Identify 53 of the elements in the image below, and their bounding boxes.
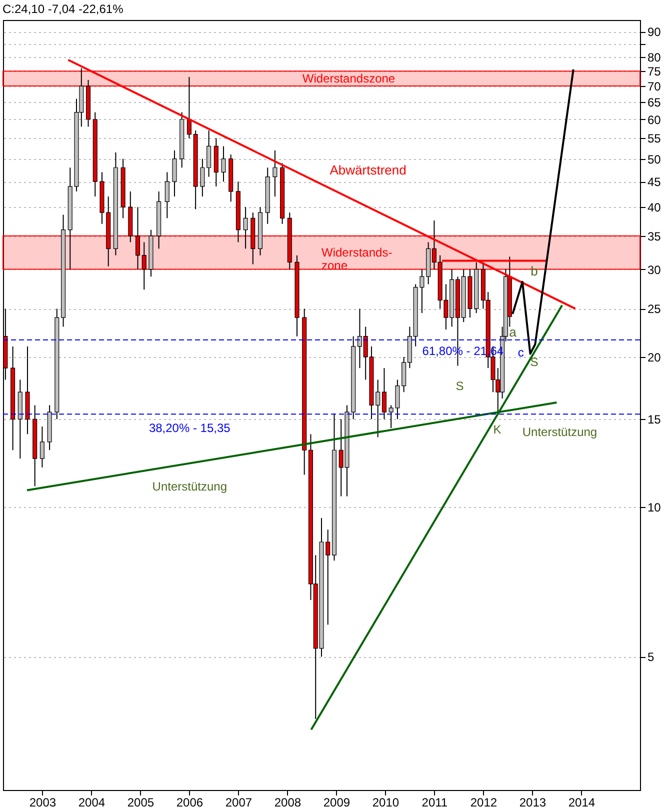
- y-tick-label: 75: [648, 64, 662, 79]
- annotation: S: [530, 354, 538, 369]
- x-tick-label: 2009: [323, 796, 350, 810]
- x-tick-label: 2005: [127, 796, 154, 810]
- candlestick: [382, 368, 386, 420]
- annotation: a: [509, 324, 518, 340]
- candlestick: [243, 206, 248, 250]
- candlestick: [221, 146, 226, 182]
- chart-title: C:24,10 -7,04 -22,61%: [2, 2, 124, 16]
- series-label: Abwärtstrend: [330, 162, 406, 178]
- x-tick-label: 2003: [29, 796, 56, 810]
- annotation: Unterstützung: [522, 424, 598, 439]
- y-tick-label: 15: [648, 412, 662, 427]
- y-tick-label: 10: [648, 500, 662, 514]
- y-tick-label: 35: [648, 229, 662, 244]
- annotation: c: [518, 346, 524, 360]
- candlestick: [40, 426, 44, 468]
- y-tick-label: 55: [648, 132, 662, 146]
- x-tick-label: 2006: [176, 796, 204, 810]
- y-tick-label: 60: [648, 112, 662, 127]
- y-tick-label: 30: [648, 262, 662, 277]
- y-tick-label: 80: [648, 50, 662, 65]
- candlestick: [206, 130, 212, 178]
- x-tick-label: 2008: [274, 796, 302, 810]
- y-tick-label: 70: [648, 80, 662, 94]
- y-tick-label: 20: [648, 350, 662, 364]
- x-tick-label: 2004: [78, 796, 106, 810]
- band-label: Widerstandszone: [302, 72, 396, 86]
- y-tick-label: 50: [648, 152, 662, 166]
- y-tick-label: 40: [648, 200, 662, 215]
- y-tick-label: 45: [648, 175, 662, 190]
- candlestick: [272, 150, 278, 198]
- y-tick-label: 5: [648, 650, 654, 664]
- x-tick-label: 2010: [372, 796, 400, 810]
- candlestick: [172, 150, 177, 198]
- candlestick: [142, 242, 146, 290]
- y-tick-label: 65: [648, 96, 662, 110]
- y-tick-label: 90: [648, 25, 662, 40]
- annotation: Unterstützung: [152, 480, 227, 494]
- annotation: K: [493, 422, 502, 437]
- x-tick-label: 2012: [470, 796, 498, 810]
- x-tick-label: 2013: [519, 796, 546, 810]
- x-tick-label: 2007: [225, 796, 252, 810]
- candlestick: [135, 206, 140, 270]
- annotation: S: [456, 378, 464, 393]
- x-tick-label: 2011: [422, 796, 448, 810]
- candlestick: [164, 172, 170, 219]
- annotation: 38,20% - 15,35: [148, 421, 231, 436]
- candlestick: [186, 76, 192, 139]
- line-series: [512, 68, 574, 355]
- candlestick: [200, 158, 205, 198]
- x-tick-label: 2014: [568, 796, 596, 810]
- y-tick-label: 25: [648, 302, 662, 316]
